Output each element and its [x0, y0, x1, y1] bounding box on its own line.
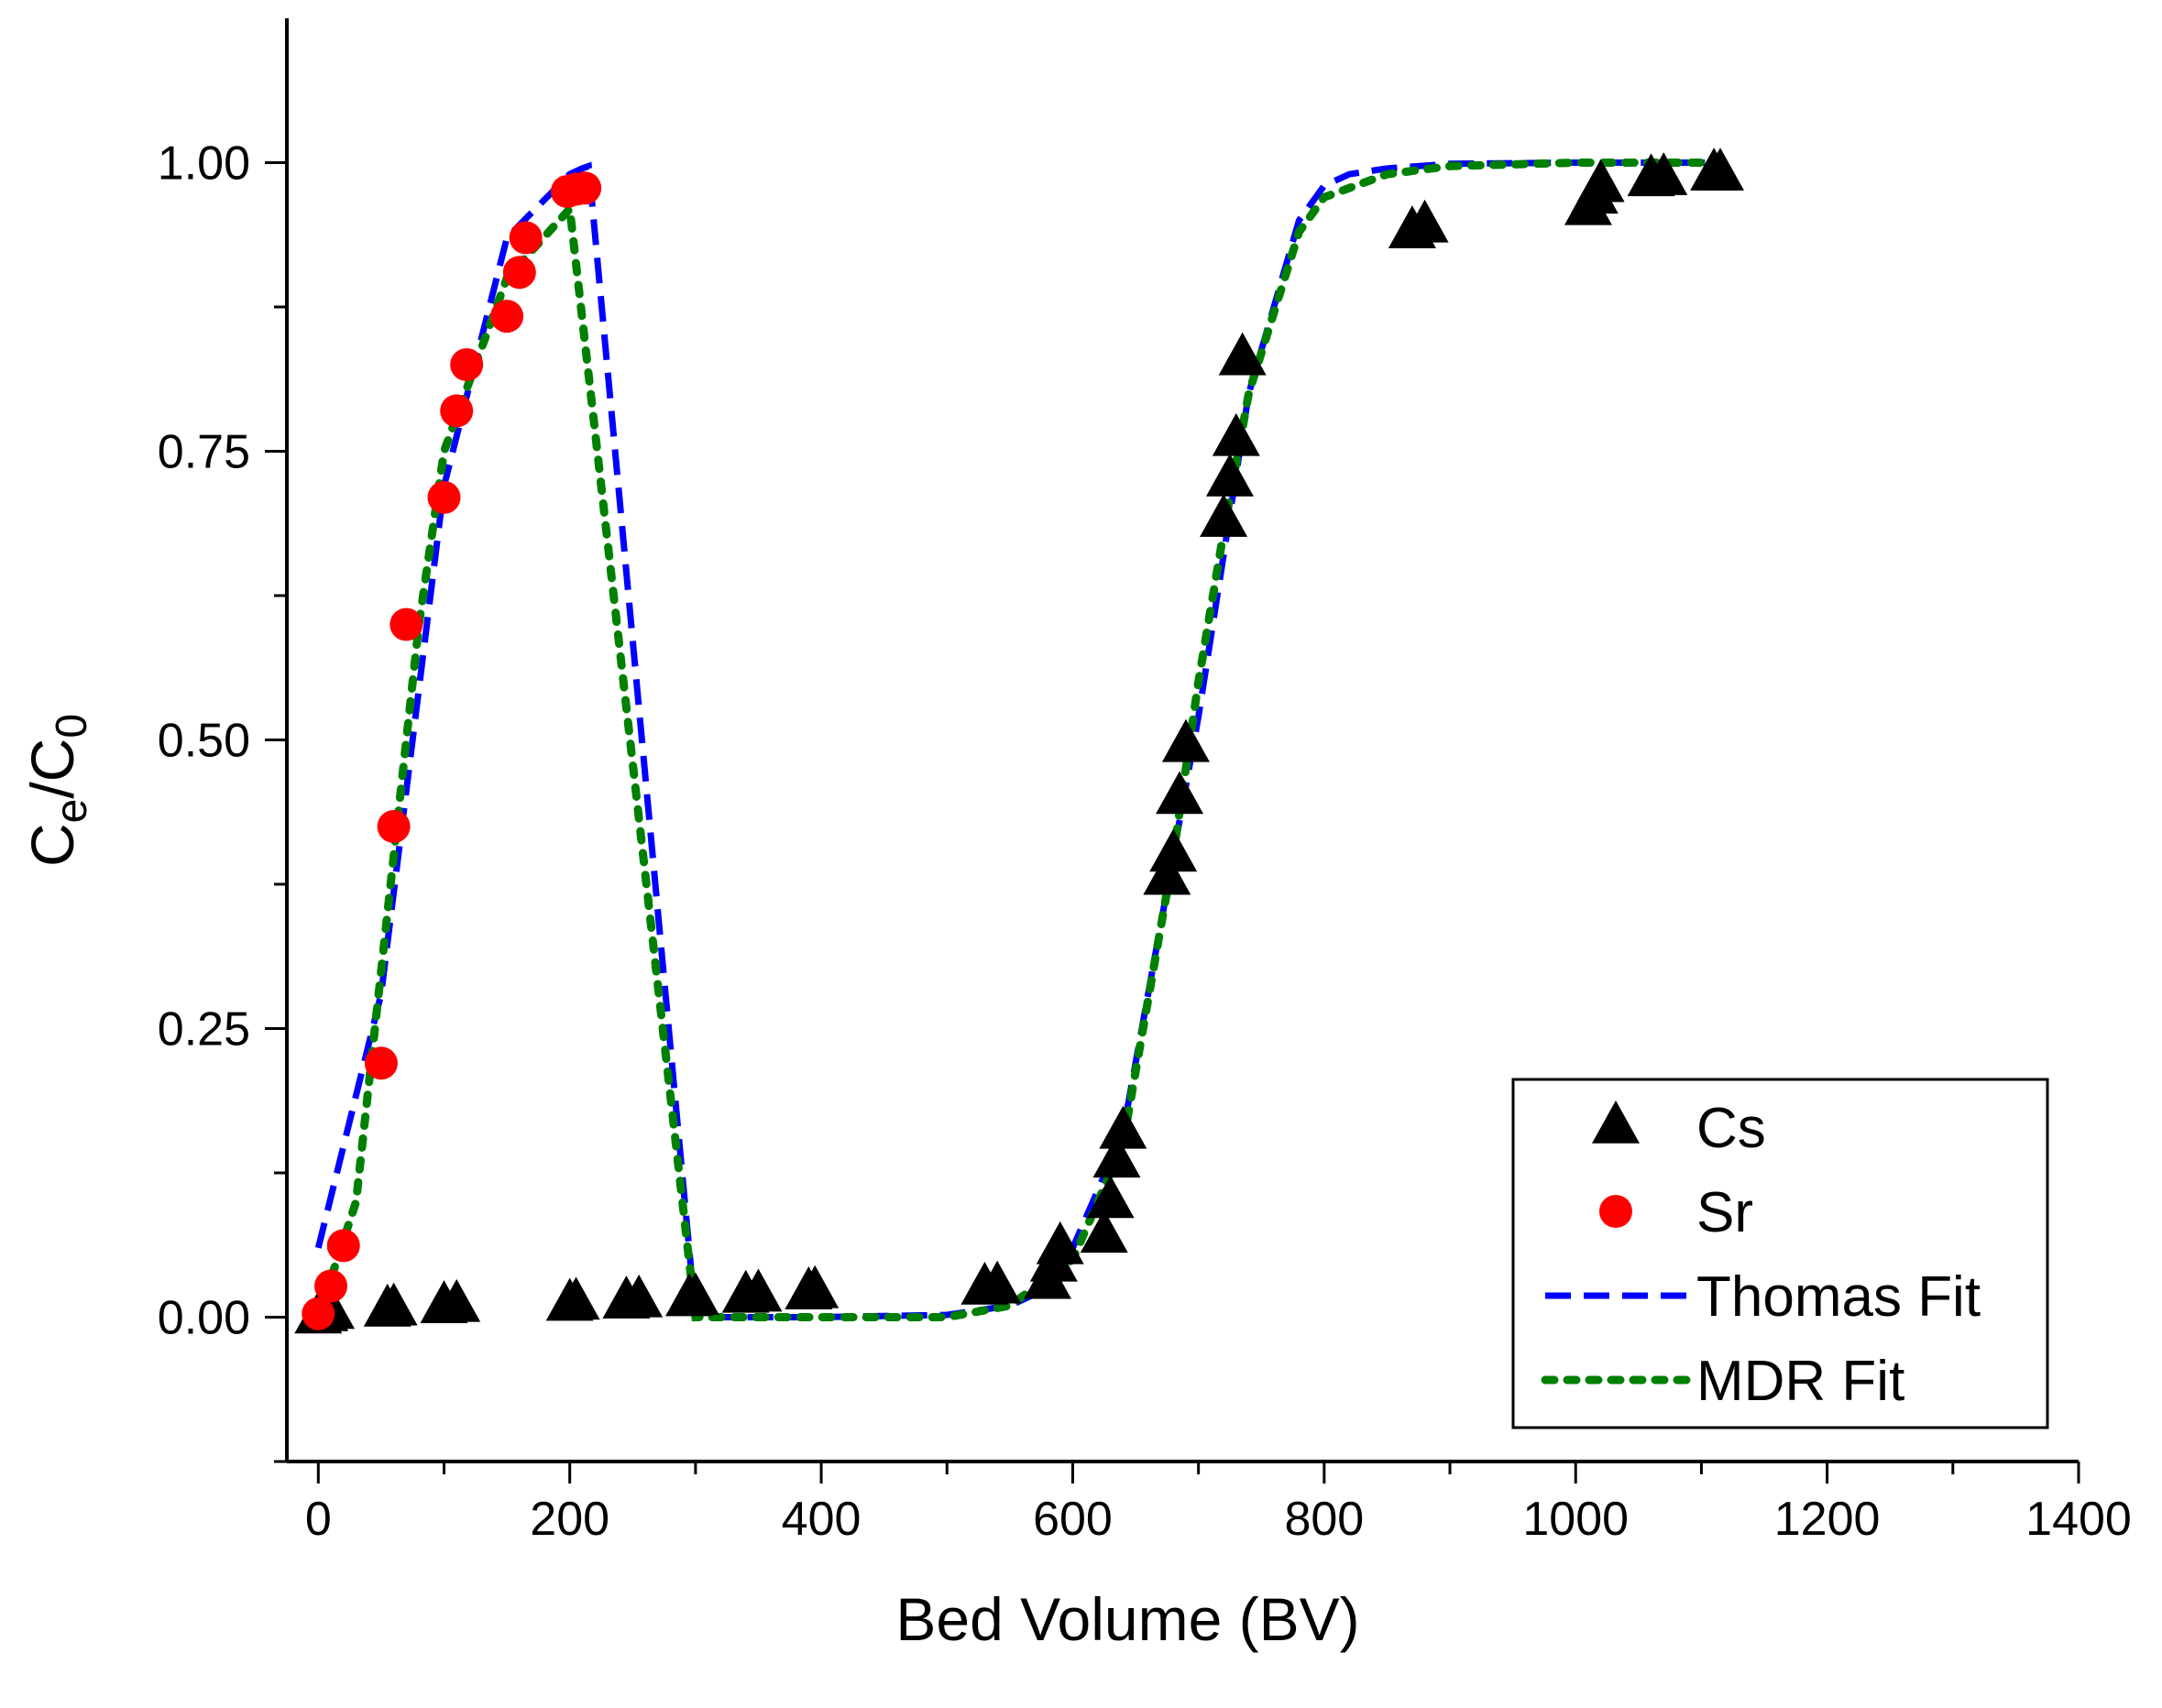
x-tick-label: 200 — [530, 1493, 609, 1546]
cs-point — [1212, 412, 1260, 456]
cs-point — [1200, 494, 1248, 537]
legend: Cs Sr Thomas Fit MDR Fit — [1511, 1078, 2049, 1429]
cs-point — [1156, 771, 1204, 815]
x-tick-label: 400 — [782, 1493, 862, 1546]
cs-point — [671, 1272, 719, 1316]
y-tick-label: 1.00 — [158, 137, 250, 191]
legend-symbol-sr — [1599, 1195, 1632, 1228]
x-tick-label: 800 — [1284, 1493, 1364, 1546]
cs-point — [1099, 1105, 1147, 1149]
x-axis-title: Bed Volume (BV) — [895, 1585, 1359, 1653]
x-tick-label: 0 — [305, 1493, 332, 1546]
sr-point — [314, 1269, 348, 1303]
legend-symbol-cs — [1592, 1100, 1640, 1144]
sr-point — [568, 171, 602, 205]
cs-point — [1218, 332, 1267, 376]
legend-label-cs: Cs — [1696, 1097, 1766, 1160]
y-axis-title: Ce/C0 — [18, 714, 96, 867]
x-tick-label: 600 — [1033, 1493, 1113, 1546]
sr-point — [509, 221, 543, 255]
cs-point — [1092, 1134, 1141, 1178]
legend-label-thomas-fit: Thomas Fit — [1696, 1265, 1981, 1329]
cs-point — [1161, 718, 1210, 762]
sr-point — [450, 348, 484, 381]
cs-point — [1086, 1175, 1135, 1219]
cs-point — [1036, 1221, 1084, 1265]
y-tick-label: 0.00 — [158, 1292, 250, 1345]
cs-point — [1205, 453, 1254, 497]
x-tick-label: 1200 — [1774, 1493, 1881, 1546]
cs-point — [369, 1282, 418, 1326]
y-tick-label: 0.25 — [158, 1003, 250, 1057]
axes: 0 200 400 600 800 1000 1200 1400 0.00 0.25 0.50 0.7… — [18, 18, 2132, 1653]
cs-point — [552, 1276, 600, 1320]
sr-point — [326, 1229, 360, 1263]
cs-point — [973, 1260, 1022, 1304]
x-tick-label: 1000 — [1522, 1493, 1629, 1546]
plot-area — [294, 148, 1744, 1334]
cs-point — [734, 1268, 783, 1312]
sr-point — [364, 1046, 398, 1080]
sr-point — [377, 810, 411, 843]
cs-point — [791, 1265, 840, 1308]
sr-point — [390, 608, 423, 641]
thomas-fit-line — [314, 159, 1727, 1320]
legend-label-mdr-fit: MDR Fit — [1696, 1350, 1904, 1413]
cs-point — [1080, 1210, 1128, 1254]
cs-point — [1149, 828, 1198, 872]
sr-point — [302, 1297, 335, 1330]
cs-point — [1696, 148, 1744, 191]
y-tick-label: 0.50 — [158, 715, 250, 768]
x-tick-label: 1400 — [2025, 1493, 2132, 1546]
cs-point — [1576, 159, 1625, 203]
cs-point — [615, 1274, 664, 1318]
legend-label-sr: Sr — [1696, 1181, 1753, 1244]
sr-point — [490, 300, 524, 334]
cs-point — [433, 1278, 481, 1322]
sr-point — [502, 256, 536, 290]
sr-point — [427, 480, 461, 514]
cs-point — [1400, 199, 1449, 243]
cs-point — [1143, 851, 1191, 895]
cs-point — [1640, 152, 1688, 195]
y-tick-label: 0.75 — [158, 426, 250, 479]
sr-point — [440, 394, 474, 428]
